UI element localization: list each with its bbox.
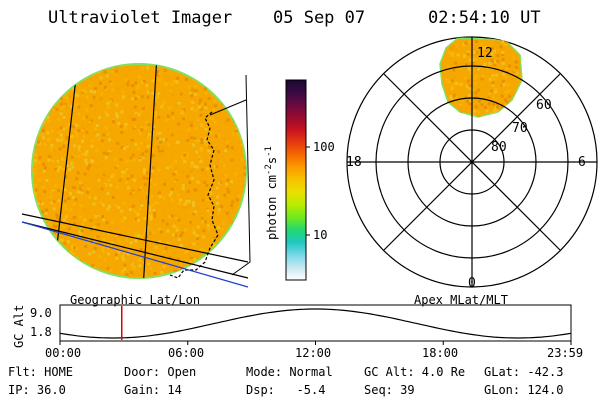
info-ip: IP: 36.0 xyxy=(8,383,66,397)
polar-label-12: 12 xyxy=(477,46,493,61)
outer-longitude-lines xyxy=(209,74,251,276)
gc-alt-curve xyxy=(59,308,572,339)
polar-label-6: 6 xyxy=(578,155,586,170)
colorbar-units-label: photon cm-2s-1 xyxy=(264,146,279,240)
colorbar-tick-label-low: 10 xyxy=(313,228,328,242)
info-mode: Mode: Normal xyxy=(246,365,333,379)
polar-label-60: 60 xyxy=(536,98,552,113)
colorbar-units-main: photon cm xyxy=(265,174,279,240)
polar-spokes xyxy=(347,37,597,287)
timeline-tick-label-2: 12:00 xyxy=(295,346,332,360)
timeline-plot xyxy=(59,304,572,345)
info-gain: Gain: 14 xyxy=(124,383,182,397)
timeline-tick-label-3: 18:00 xyxy=(422,346,459,360)
latitude-lines xyxy=(21,213,249,288)
time-label: 02:54:10 UT xyxy=(428,8,541,28)
colorbar xyxy=(285,79,310,281)
timeline-y-top: 9.0 xyxy=(30,306,52,320)
date-label: 05 Sep 07 xyxy=(273,8,366,28)
polar-label-18: 18 xyxy=(346,155,362,170)
timeline-tick-label-1: 06:00 xyxy=(168,346,205,360)
colorbar-units-exp2: -1 xyxy=(264,146,274,157)
info-glon: GLon: 124.0 xyxy=(484,383,564,397)
info-seq: Seq: 39 xyxy=(364,383,415,397)
right-panel-caption: Apex MLat/MLT xyxy=(414,293,508,307)
polar-plot xyxy=(346,36,598,288)
timeline-tick-label-0: 00:00 xyxy=(45,346,82,360)
coastline xyxy=(169,111,219,279)
timeline-ticks xyxy=(59,341,572,345)
colorbar-tick-label-high: 100 xyxy=(313,140,335,154)
info-glat: GLat: -42.3 xyxy=(484,365,564,379)
polar-label-70: 70 xyxy=(512,121,528,136)
info-dsp: Dsp: -5.4 xyxy=(246,383,326,397)
info-gc-alt: GC Alt: 4.0 Re xyxy=(364,365,466,379)
left-panel-caption: Geographic Lat/Lon xyxy=(70,293,201,307)
geographic-image-panel xyxy=(21,63,251,288)
timeline-axis-label: GC Alt xyxy=(12,304,26,348)
colorbar-units-exp1: -2 xyxy=(264,164,274,175)
timeline-y-bottom: 1.8 xyxy=(30,325,52,339)
polar-label-0: 0 xyxy=(468,276,476,291)
instrument-title: Ultraviolet Imager xyxy=(48,8,233,28)
colorbar-strip xyxy=(285,79,307,281)
colorbar-units-s: s xyxy=(265,156,279,165)
polar-label-80: 80 xyxy=(491,140,507,155)
timeline-tick-label-4: 23:59 xyxy=(547,346,584,360)
info-door: Door: Open xyxy=(124,365,197,379)
info-flight: Flt: HOME xyxy=(8,365,74,379)
timeline-frame xyxy=(59,304,572,342)
